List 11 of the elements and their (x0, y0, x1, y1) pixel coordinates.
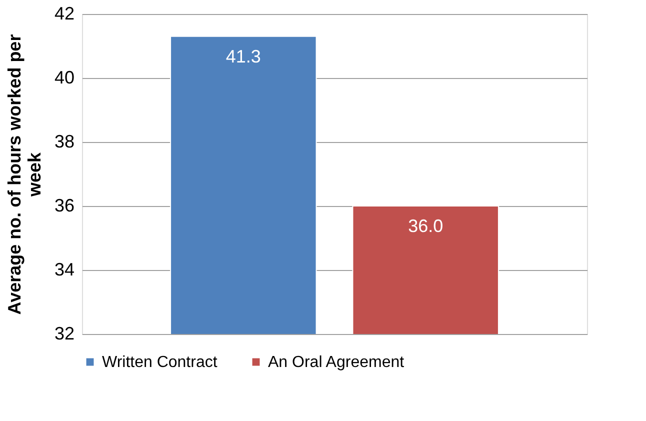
legend-label: An Oral Agreement (268, 354, 405, 371)
y-tick-label: 38 (54, 132, 74, 152)
y-axis-title: Average no. of hours worked per week (4, 34, 44, 315)
data-label: 41.3 (226, 46, 261, 66)
y-tick-label: 40 (54, 68, 74, 88)
legend-label: Written Contract (102, 354, 218, 371)
y-tick-label: 34 (54, 260, 74, 280)
data-label: 36.0 (408, 216, 444, 236)
y-tick-label: 32 (54, 324, 74, 344)
y-tick-label: 42 (54, 4, 74, 24)
y-tick-label: 36 (54, 196, 74, 216)
